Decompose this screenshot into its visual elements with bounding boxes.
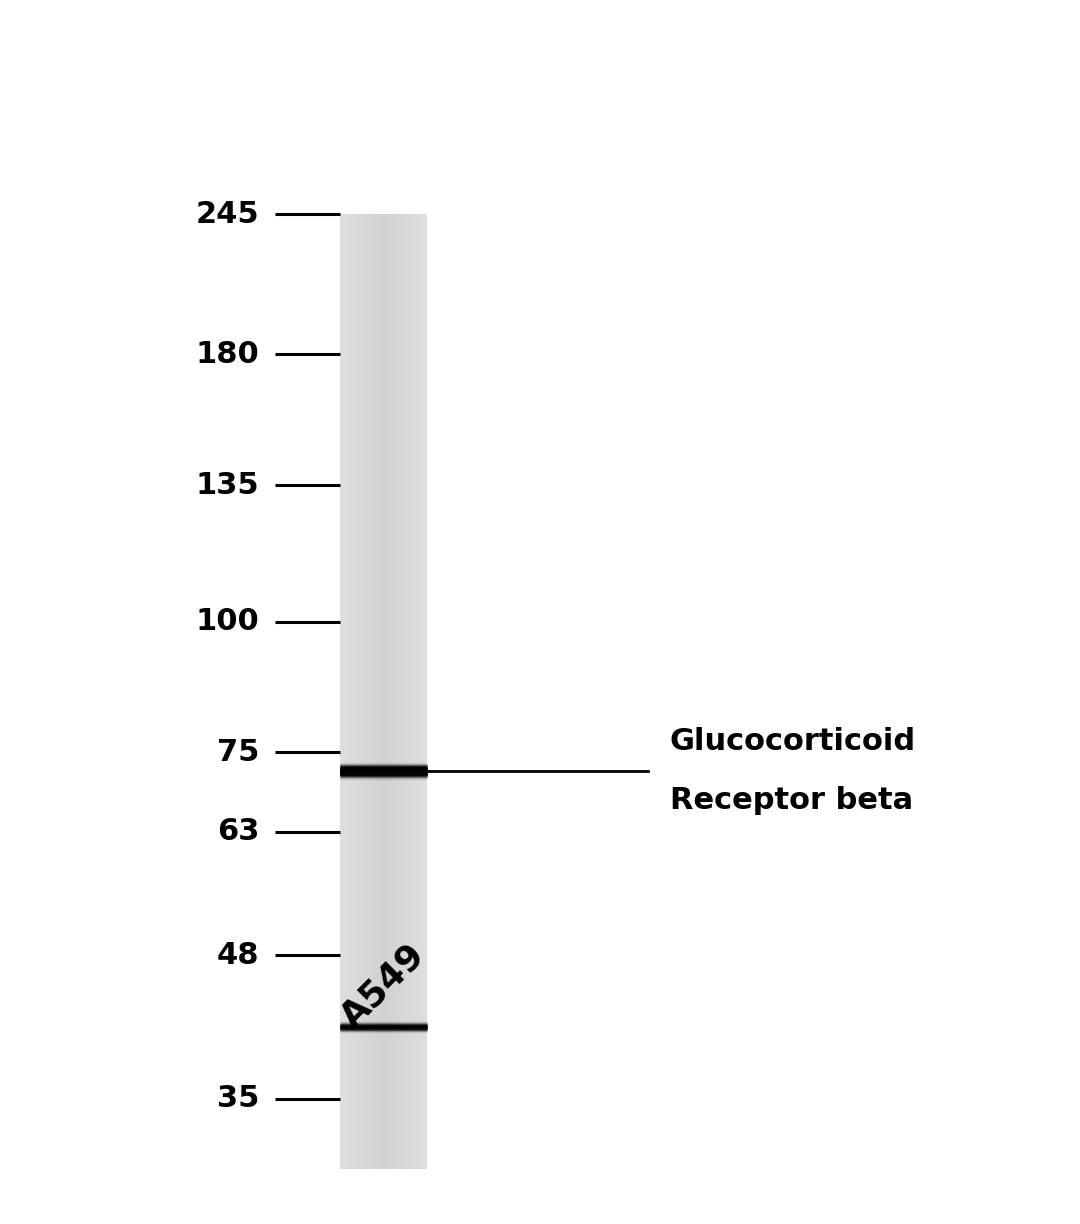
Bar	[343, 214, 345, 1169]
Text: 75: 75	[217, 738, 259, 767]
Bar	[354, 214, 355, 1169]
Bar	[390, 214, 391, 1169]
Bar	[402, 214, 403, 1169]
Bar	[375, 214, 376, 1169]
Bar	[392, 214, 393, 1169]
Bar	[388, 214, 389, 1169]
Bar	[383, 214, 384, 1169]
Bar	[424, 214, 426, 1169]
Bar	[345, 214, 346, 1169]
Bar	[373, 214, 374, 1169]
Bar	[377, 214, 378, 1169]
Text: A549: A549	[335, 938, 432, 1034]
Bar	[401, 214, 402, 1169]
Text: 48: 48	[217, 941, 259, 969]
Bar	[405, 214, 406, 1169]
Text: Receptor beta: Receptor beta	[670, 786, 913, 815]
Bar	[420, 214, 421, 1169]
Bar	[361, 214, 362, 1169]
Bar	[403, 214, 404, 1169]
Bar	[368, 214, 369, 1169]
Bar	[380, 214, 381, 1169]
Bar	[376, 214, 377, 1169]
Text: 245: 245	[195, 200, 259, 229]
Bar	[395, 214, 396, 1169]
Text: 135: 135	[195, 471, 259, 499]
Bar	[342, 214, 343, 1169]
Bar	[410, 214, 411, 1169]
Bar	[423, 214, 424, 1169]
Bar	[414, 214, 415, 1169]
Bar	[416, 214, 417, 1169]
Bar	[357, 214, 359, 1169]
Bar	[369, 214, 370, 1169]
Bar	[399, 214, 400, 1169]
Bar	[364, 214, 365, 1169]
Text: 100: 100	[195, 607, 259, 636]
Bar	[391, 214, 392, 1169]
Bar	[351, 214, 352, 1169]
Bar	[359, 214, 360, 1169]
Bar	[387, 214, 388, 1169]
Bar	[397, 214, 399, 1169]
Bar	[340, 214, 341, 1169]
Text: 35: 35	[217, 1084, 259, 1114]
Bar	[366, 214, 367, 1169]
Text: Glucocorticoid: Glucocorticoid	[670, 727, 916, 756]
Bar	[355, 214, 356, 1169]
Bar	[340, 214, 427, 1169]
Bar	[374, 214, 375, 1169]
Bar	[348, 214, 349, 1169]
Bar	[379, 214, 380, 1169]
Bar	[350, 214, 351, 1169]
Bar	[347, 214, 348, 1169]
Bar	[362, 214, 363, 1169]
Bar	[372, 214, 373, 1169]
Text: 63: 63	[217, 818, 259, 846]
Bar	[382, 214, 383, 1169]
Text: 180: 180	[195, 340, 259, 368]
Bar	[346, 214, 347, 1169]
Bar	[421, 214, 422, 1169]
Bar	[417, 214, 418, 1169]
Bar	[381, 214, 382, 1169]
Bar	[419, 214, 420, 1169]
Bar	[411, 214, 413, 1169]
Bar	[384, 214, 386, 1169]
Bar	[406, 214, 407, 1169]
Bar	[365, 214, 366, 1169]
Bar	[409, 214, 410, 1169]
Bar	[394, 214, 395, 1169]
Bar	[353, 214, 354, 1169]
Bar	[413, 214, 414, 1169]
Bar	[408, 214, 409, 1169]
